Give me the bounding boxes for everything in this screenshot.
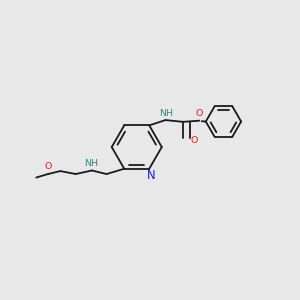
Text: O: O xyxy=(190,136,198,146)
Text: NH: NH xyxy=(159,109,173,118)
Text: O: O xyxy=(45,163,52,172)
Text: O: O xyxy=(196,109,203,118)
Text: NH: NH xyxy=(84,159,98,168)
Text: N: N xyxy=(147,169,155,182)
